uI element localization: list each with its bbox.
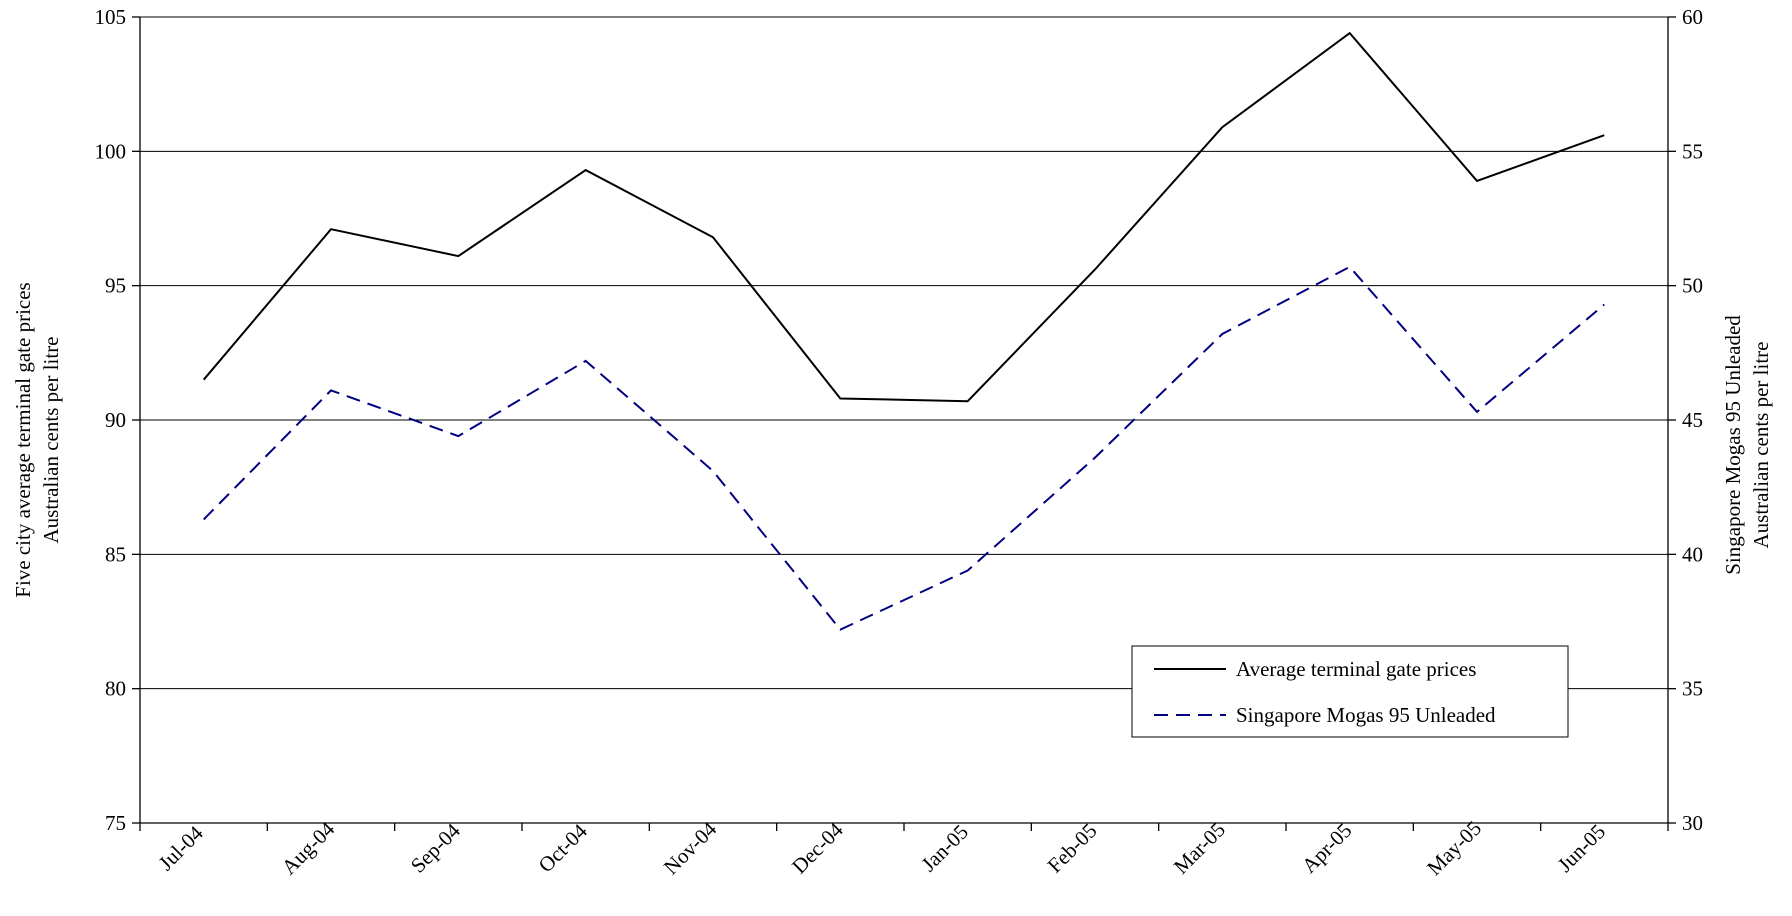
x-tick-label: Dec-04 — [787, 817, 848, 878]
data-point — [1220, 332, 1224, 336]
data-point — [1475, 410, 1479, 414]
x-tick-label: Aug-04 — [277, 817, 340, 880]
data-point — [1602, 302, 1606, 306]
data-point — [456, 254, 460, 258]
data-point — [1220, 125, 1224, 129]
left-tick-label: 90 — [105, 408, 126, 432]
x-tick-label: May-05 — [1422, 816, 1486, 880]
right-tick-label: 35 — [1682, 677, 1703, 701]
legend-label: Singapore Mogas 95 Unleaded — [1236, 703, 1496, 727]
legend-box — [1131, 645, 1569, 738]
x-tick-label: Apr-05 — [1297, 818, 1357, 878]
x-tick-label: Jun-05 — [1553, 819, 1610, 876]
series-line-terminal-gate — [202, 31, 1605, 403]
data-point — [1475, 179, 1479, 183]
data-point — [711, 235, 715, 239]
right-tick-label: 55 — [1682, 139, 1703, 163]
left-tick-label: 75 — [105, 811, 126, 835]
data-point — [1348, 31, 1352, 35]
data-point — [456, 434, 460, 438]
right-tick-label: 45 — [1682, 408, 1703, 432]
right-axis-title-line: Singapore Mogas 95 Unleaded — [1721, 315, 1745, 575]
x-tick-label: Oct-04 — [534, 819, 593, 878]
data-point — [202, 517, 206, 521]
series-line-singapore-mogas — [202, 265, 1605, 631]
left-tick-label: 85 — [105, 542, 126, 566]
series-lines — [202, 31, 1606, 632]
data-point — [838, 397, 842, 401]
data-point — [966, 399, 970, 403]
left-tick-label: 95 — [105, 274, 126, 298]
axes: 75 80 85 90 95 100 105 30 35 40 45 50 55 60 Jul-04 Aug-… — [11, 5, 1773, 880]
left-tick-label: 80 — [105, 677, 126, 701]
left-tick-label: 100 — [95, 139, 127, 163]
data-point — [966, 568, 970, 572]
right-tick-label: 60 — [1682, 5, 1703, 29]
data-point — [202, 378, 206, 382]
x-tick-label: Jul-04 — [154, 821, 208, 875]
left-tick-label: 105 — [95, 5, 127, 29]
right-tick-label: 30 — [1682, 811, 1703, 835]
data-point — [584, 168, 588, 172]
gridlines — [140, 16, 1668, 824]
data-point — [584, 359, 588, 363]
data-point — [1093, 456, 1097, 460]
legend-label: Average terminal gate prices — [1236, 657, 1476, 681]
right-tick-label: 40 — [1682, 542, 1703, 566]
x-tick-label: Nov-04 — [659, 817, 722, 880]
x-tick-label: Mar-05 — [1169, 817, 1230, 878]
x-tick-label: Feb-05 — [1043, 819, 1102, 878]
x-tick-label: Sep-04 — [406, 818, 465, 877]
data-point — [1602, 133, 1606, 137]
left-axis-title-line: Five city average terminal gate prices — [11, 282, 35, 597]
x-tick-label: Jan-05 — [916, 820, 973, 877]
data-point — [329, 227, 333, 231]
left-axis-title-line: Australian cents per litre — [39, 336, 63, 543]
legend: Average terminal gate prices Singapore Mo… — [1131, 645, 1569, 738]
data-point — [838, 628, 842, 632]
data-point — [329, 388, 333, 392]
data-point — [1093, 268, 1097, 272]
data-point — [711, 469, 715, 473]
right-tick-label: 50 — [1682, 274, 1703, 298]
right-axis-title-line: Australian cents per litre — [1749, 341, 1773, 548]
data-point — [1348, 265, 1352, 269]
